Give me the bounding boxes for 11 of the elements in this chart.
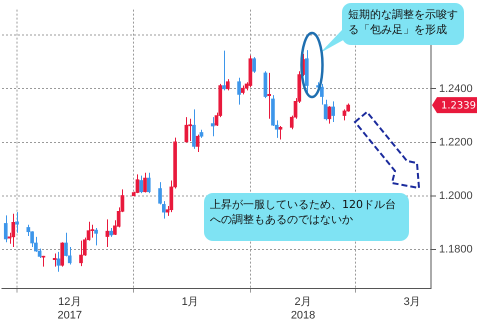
- x-tick-label: 12月 2017: [57, 296, 82, 322]
- y-tick-label: 1.2400: [439, 82, 473, 95]
- x-tick-label: 1月: [182, 296, 199, 308]
- text: 1.2339: [441, 100, 476, 112]
- annotation: 短期的な調整を示唆する「包み足」を形成: [342, 3, 464, 45]
- y-tick-label: 1.2200: [439, 136, 473, 148]
- annotation: 上昇が一服しているため、120ドル台への調整もあるのではないか: [204, 193, 409, 241]
- x-tick-label: 3月: [404, 296, 421, 308]
- x-tick-label: 2月 2018: [290, 296, 316, 322]
- y-tick-label: 1.2000: [439, 190, 473, 202]
- y-tick-label: 1.1800: [439, 244, 473, 256]
